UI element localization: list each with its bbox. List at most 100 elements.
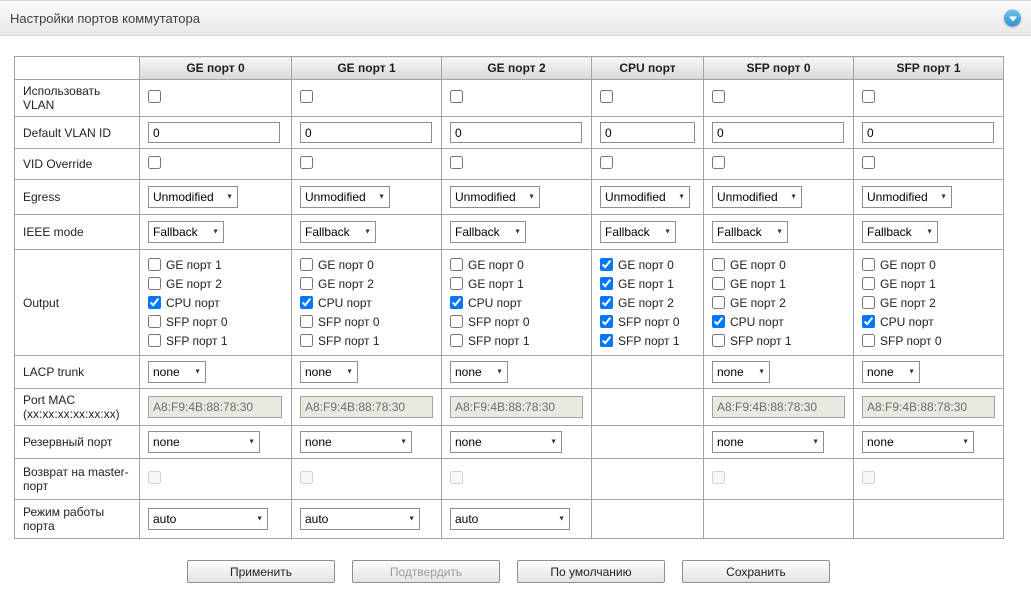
lacp-trunk-select-ge-port-0[interactable]: none [148,361,206,383]
output-option[interactable]: GE порт 2 [148,274,283,293]
output-option[interactable]: GE порт 1 [712,274,845,293]
output-option[interactable]: CPU порт [712,312,845,331]
default-vlan-id-input-cpu-port[interactable] [600,122,695,143]
output-checkbox-cpu-port[interactable] [600,258,613,271]
egress-select-cpu-port[interactable]: Unmodified [600,186,690,208]
output-checkbox-ge-port-2[interactable] [450,258,463,271]
output-checkbox-cpu-port[interactable] [600,334,613,347]
output-option[interactable]: SFP порт 1 [712,331,845,350]
output-option[interactable]: GE порт 1 [450,274,583,293]
confirm-button[interactable]: Подтвердить [352,560,500,583]
output-option[interactable]: SFP порт 0 [450,312,583,331]
egress-select-sfp-port-0[interactable]: Unmodified [712,186,802,208]
output-checkbox-sfp-port-1[interactable] [862,277,875,290]
vid-override-checkbox-ge-port-0[interactable] [148,156,161,169]
output-option[interactable]: GE порт 0 [450,255,583,274]
use-vlan-checkbox-ge-port-1[interactable] [300,90,313,103]
vid-override-checkbox-cpu-port[interactable] [600,156,613,169]
ieee-mode-select-ge-port-0[interactable]: Fallback [148,221,224,243]
vid-override-checkbox-ge-port-2[interactable] [450,156,463,169]
use-vlan-checkbox-ge-port-2[interactable] [450,90,463,103]
ieee-mode-select-sfp-port-1[interactable]: Fallback [862,221,938,243]
output-option[interactable]: GE порт 2 [600,293,695,312]
output-checkbox-ge-port-2[interactable] [450,315,463,328]
reserve-port-select-sfp-port-0[interactable]: none [712,431,824,453]
output-checkbox-ge-port-0[interactable] [148,258,161,271]
output-option[interactable]: SFP порт 1 [300,331,433,350]
egress-select-ge-port-2[interactable]: Unmodified [450,186,540,208]
output-option[interactable]: GE порт 0 [712,255,845,274]
output-option[interactable]: GE порт 2 [862,293,995,312]
egress-select-ge-port-0[interactable]: Unmodified [148,186,238,208]
use-vlan-checkbox-cpu-port[interactable] [600,90,613,103]
save-button[interactable]: Сохранить [682,560,830,583]
lacp-trunk-select-sfp-port-1[interactable]: none [862,361,920,383]
output-checkbox-sfp-port-0[interactable] [712,315,725,328]
output-option[interactable]: CPU порт [148,293,283,312]
port-mode-select-ge-port-2[interactable]: auto [450,508,570,530]
output-option[interactable]: SFP порт 1 [600,331,695,350]
output-checkbox-cpu-port[interactable] [600,277,613,290]
use-vlan-checkbox-sfp-port-1[interactable] [862,90,875,103]
ieee-mode-select-cpu-port[interactable]: Fallback [600,221,676,243]
ieee-mode-select-ge-port-2[interactable]: Fallback [450,221,526,243]
output-checkbox-sfp-port-0[interactable] [712,258,725,271]
reserve-port-select-sfp-port-1[interactable]: none [862,431,974,453]
ieee-mode-select-sfp-port-0[interactable]: Fallback [712,221,788,243]
output-option[interactable]: GE порт 2 [300,274,433,293]
vid-override-checkbox-sfp-port-0[interactable] [712,156,725,169]
use-vlan-checkbox-sfp-port-0[interactable] [712,90,725,103]
output-checkbox-ge-port-0[interactable] [148,334,161,347]
output-checkbox-cpu-port[interactable] [600,296,613,309]
output-option[interactable]: CPU порт [450,293,583,312]
output-checkbox-sfp-port-0[interactable] [712,334,725,347]
output-checkbox-ge-port-1[interactable] [300,258,313,271]
output-option[interactable]: GE порт 1 [600,274,695,293]
output-checkbox-ge-port-2[interactable] [450,277,463,290]
output-option[interactable]: SFP порт 1 [148,331,283,350]
output-option[interactable]: CPU порт [862,312,995,331]
output-checkbox-ge-port-1[interactable] [300,334,313,347]
output-option[interactable]: SFP порт 0 [300,312,433,331]
output-checkbox-ge-port-2[interactable] [450,296,463,309]
output-checkbox-ge-port-2[interactable] [450,334,463,347]
reserve-port-select-ge-port-2[interactable]: none [450,431,562,453]
output-checkbox-ge-port-1[interactable] [300,277,313,290]
output-checkbox-sfp-port-0[interactable] [712,296,725,309]
reserve-port-select-ge-port-1[interactable]: none [300,431,412,453]
default-vlan-id-input-ge-port-1[interactable] [300,122,432,143]
output-checkbox-cpu-port[interactable] [600,315,613,328]
output-checkbox-sfp-port-0[interactable] [712,277,725,290]
output-option[interactable]: GE порт 0 [600,255,695,274]
output-option[interactable]: GE порт 0 [300,255,433,274]
lacp-trunk-select-sfp-port-0[interactable]: none [712,361,770,383]
port-mode-select-ge-port-1[interactable]: auto [300,508,420,530]
lacp-trunk-select-ge-port-1[interactable]: none [300,361,358,383]
output-checkbox-sfp-port-1[interactable] [862,315,875,328]
output-checkbox-sfp-port-1[interactable] [862,258,875,271]
egress-select-sfp-port-1[interactable]: Unmodified [862,186,952,208]
ieee-mode-select-ge-port-1[interactable]: Fallback [300,221,376,243]
default-vlan-id-input-ge-port-2[interactable] [450,122,582,143]
output-option[interactable]: GE порт 1 [862,274,995,293]
output-option[interactable]: SFP порт 0 [148,312,283,331]
output-checkbox-sfp-port-1[interactable] [862,296,875,309]
lacp-trunk-select-ge-port-2[interactable]: none [450,361,508,383]
default-vlan-id-input-sfp-port-0[interactable] [712,122,844,143]
output-option[interactable]: GE порт 2 [712,293,845,312]
output-checkbox-sfp-port-1[interactable] [862,334,875,347]
output-option[interactable]: GE порт 1 [148,255,283,274]
vid-override-checkbox-sfp-port-1[interactable] [862,156,875,169]
output-checkbox-ge-port-0[interactable] [148,277,161,290]
collapse-button[interactable] [1004,9,1021,27]
defaults-button[interactable]: По умолчанию [517,560,665,583]
output-checkbox-ge-port-1[interactable] [300,315,313,328]
default-vlan-id-input-ge-port-0[interactable] [148,122,280,143]
output-checkbox-ge-port-1[interactable] [300,296,313,309]
egress-select-ge-port-1[interactable]: Unmodified [300,186,390,208]
output-option[interactable]: SFP порт 0 [600,312,695,331]
output-option[interactable]: SFP порт 0 [862,331,995,350]
use-vlan-checkbox-ge-port-0[interactable] [148,90,161,103]
vid-override-checkbox-ge-port-1[interactable] [300,156,313,169]
port-mode-select-ge-port-0[interactable]: auto [148,508,268,530]
